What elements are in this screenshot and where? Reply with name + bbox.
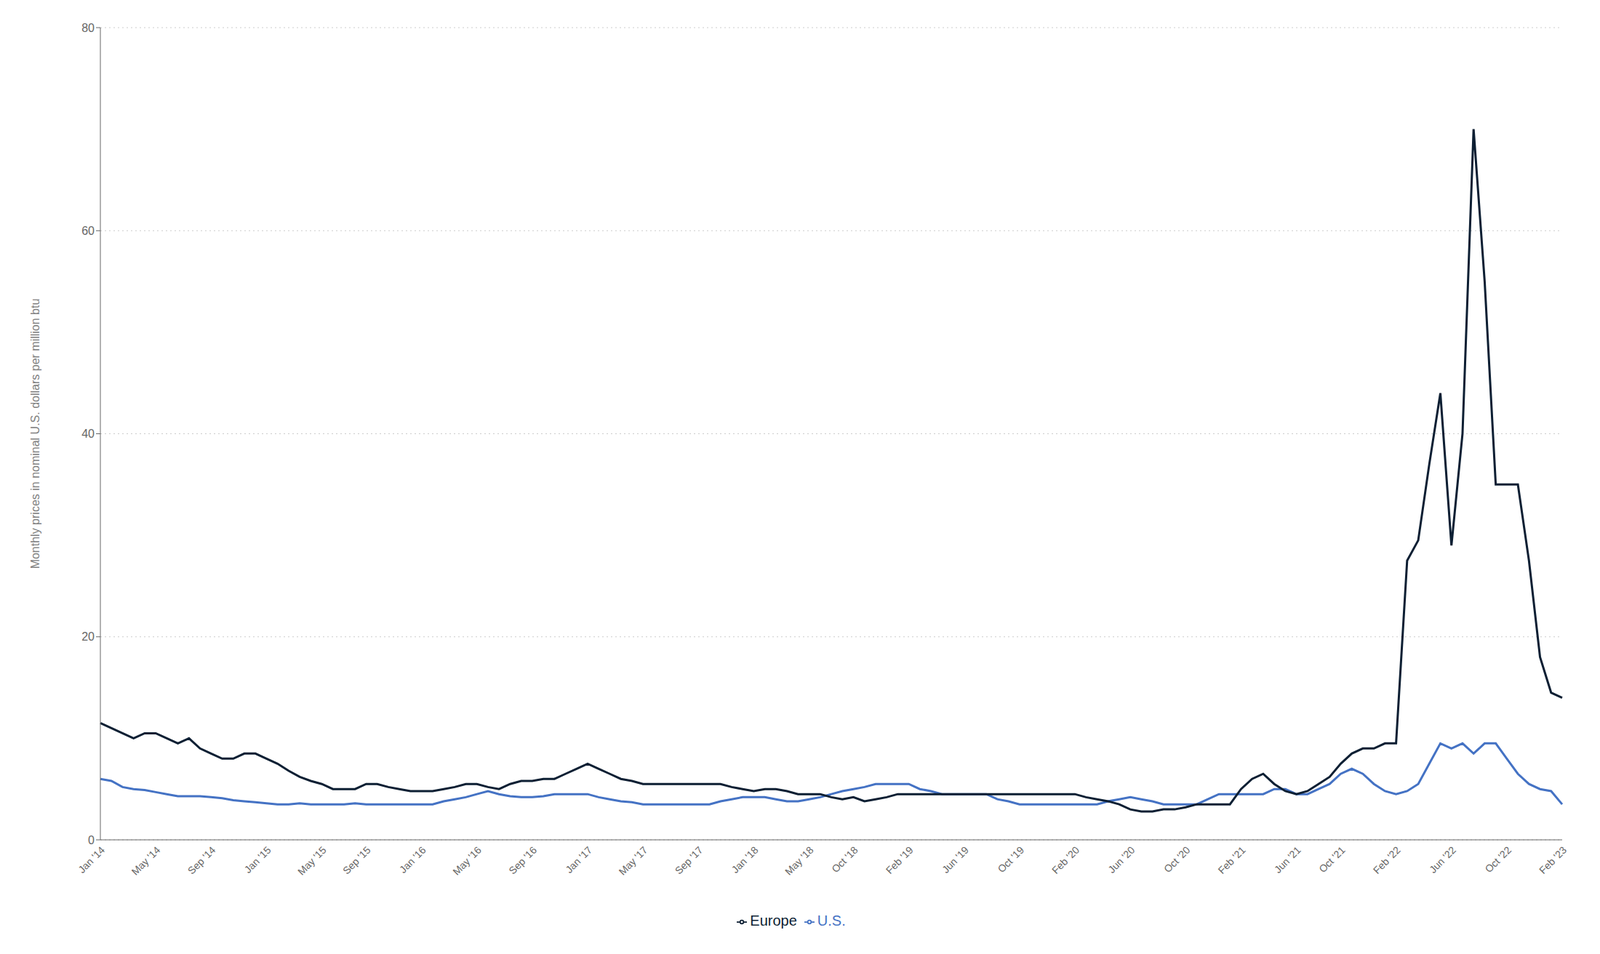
svg-text:May '14: May '14 [129,844,163,878]
svg-text:Feb '20: Feb '20 [1049,844,1082,877]
svg-text:Feb '21: Feb '21 [1216,844,1248,877]
svg-text:Sep '16: Sep '16 [506,844,539,878]
svg-text:May '18: May '18 [782,844,816,878]
svg-text:Feb '19: Feb '19 [883,844,916,877]
svg-text:Feb '22: Feb '22 [1370,844,1403,877]
html-text:Europe: Europe [750,912,797,929]
svg-text:Jun '22: Jun '22 [1426,844,1459,876]
svg-text:May '15: May '15 [295,844,329,878]
svg-text:Jun '20: Jun '20 [1105,844,1137,876]
svg-text:Jan '18: Jan '18 [729,844,761,876]
svg-text:Sep '17: Sep '17 [672,844,706,878]
svg-text:Oct '19: Oct '19 [995,844,1027,876]
svg-text:Oct '22: Oct '22 [1482,844,1515,876]
html-text:U.S.: U.S. [817,912,846,929]
svg-text:Jan '15: Jan '15 [242,844,274,876]
svg-text:Jun '21: Jun '21 [1272,844,1304,876]
svg-text:Oct '18: Oct '18 [829,844,861,876]
svg-text:Feb '23: Feb '23 [1536,844,1569,877]
svg-text:May '16: May '16 [450,844,484,878]
svg-text:Jun '19: Jun '19 [939,844,971,876]
svg-text:40: 40 [81,427,95,440]
svg-text:Monthly prices in nominal U.S.: Monthly prices in nominal U.S. dollars p… [29,298,42,570]
svg-text:80: 80 [81,21,95,35]
svg-text:Oct '20: Oct '20 [1161,844,1193,876]
svg-text:Sep '15: Sep '15 [340,844,374,878]
svg-text:Jan '14: Jan '14 [75,844,107,876]
svg-text:May '17: May '17 [616,844,651,878]
svg-text:60: 60 [81,224,95,238]
svg-text:0: 0 [88,834,95,847]
svg-text:20: 20 [81,630,95,643]
svg-text:Oct '21: Oct '21 [1316,844,1348,876]
svg-text:Jan '16: Jan '16 [397,844,429,876]
svg-text:Jan '17: Jan '17 [562,844,595,876]
svg-text:Sep '14: Sep '14 [185,844,219,878]
